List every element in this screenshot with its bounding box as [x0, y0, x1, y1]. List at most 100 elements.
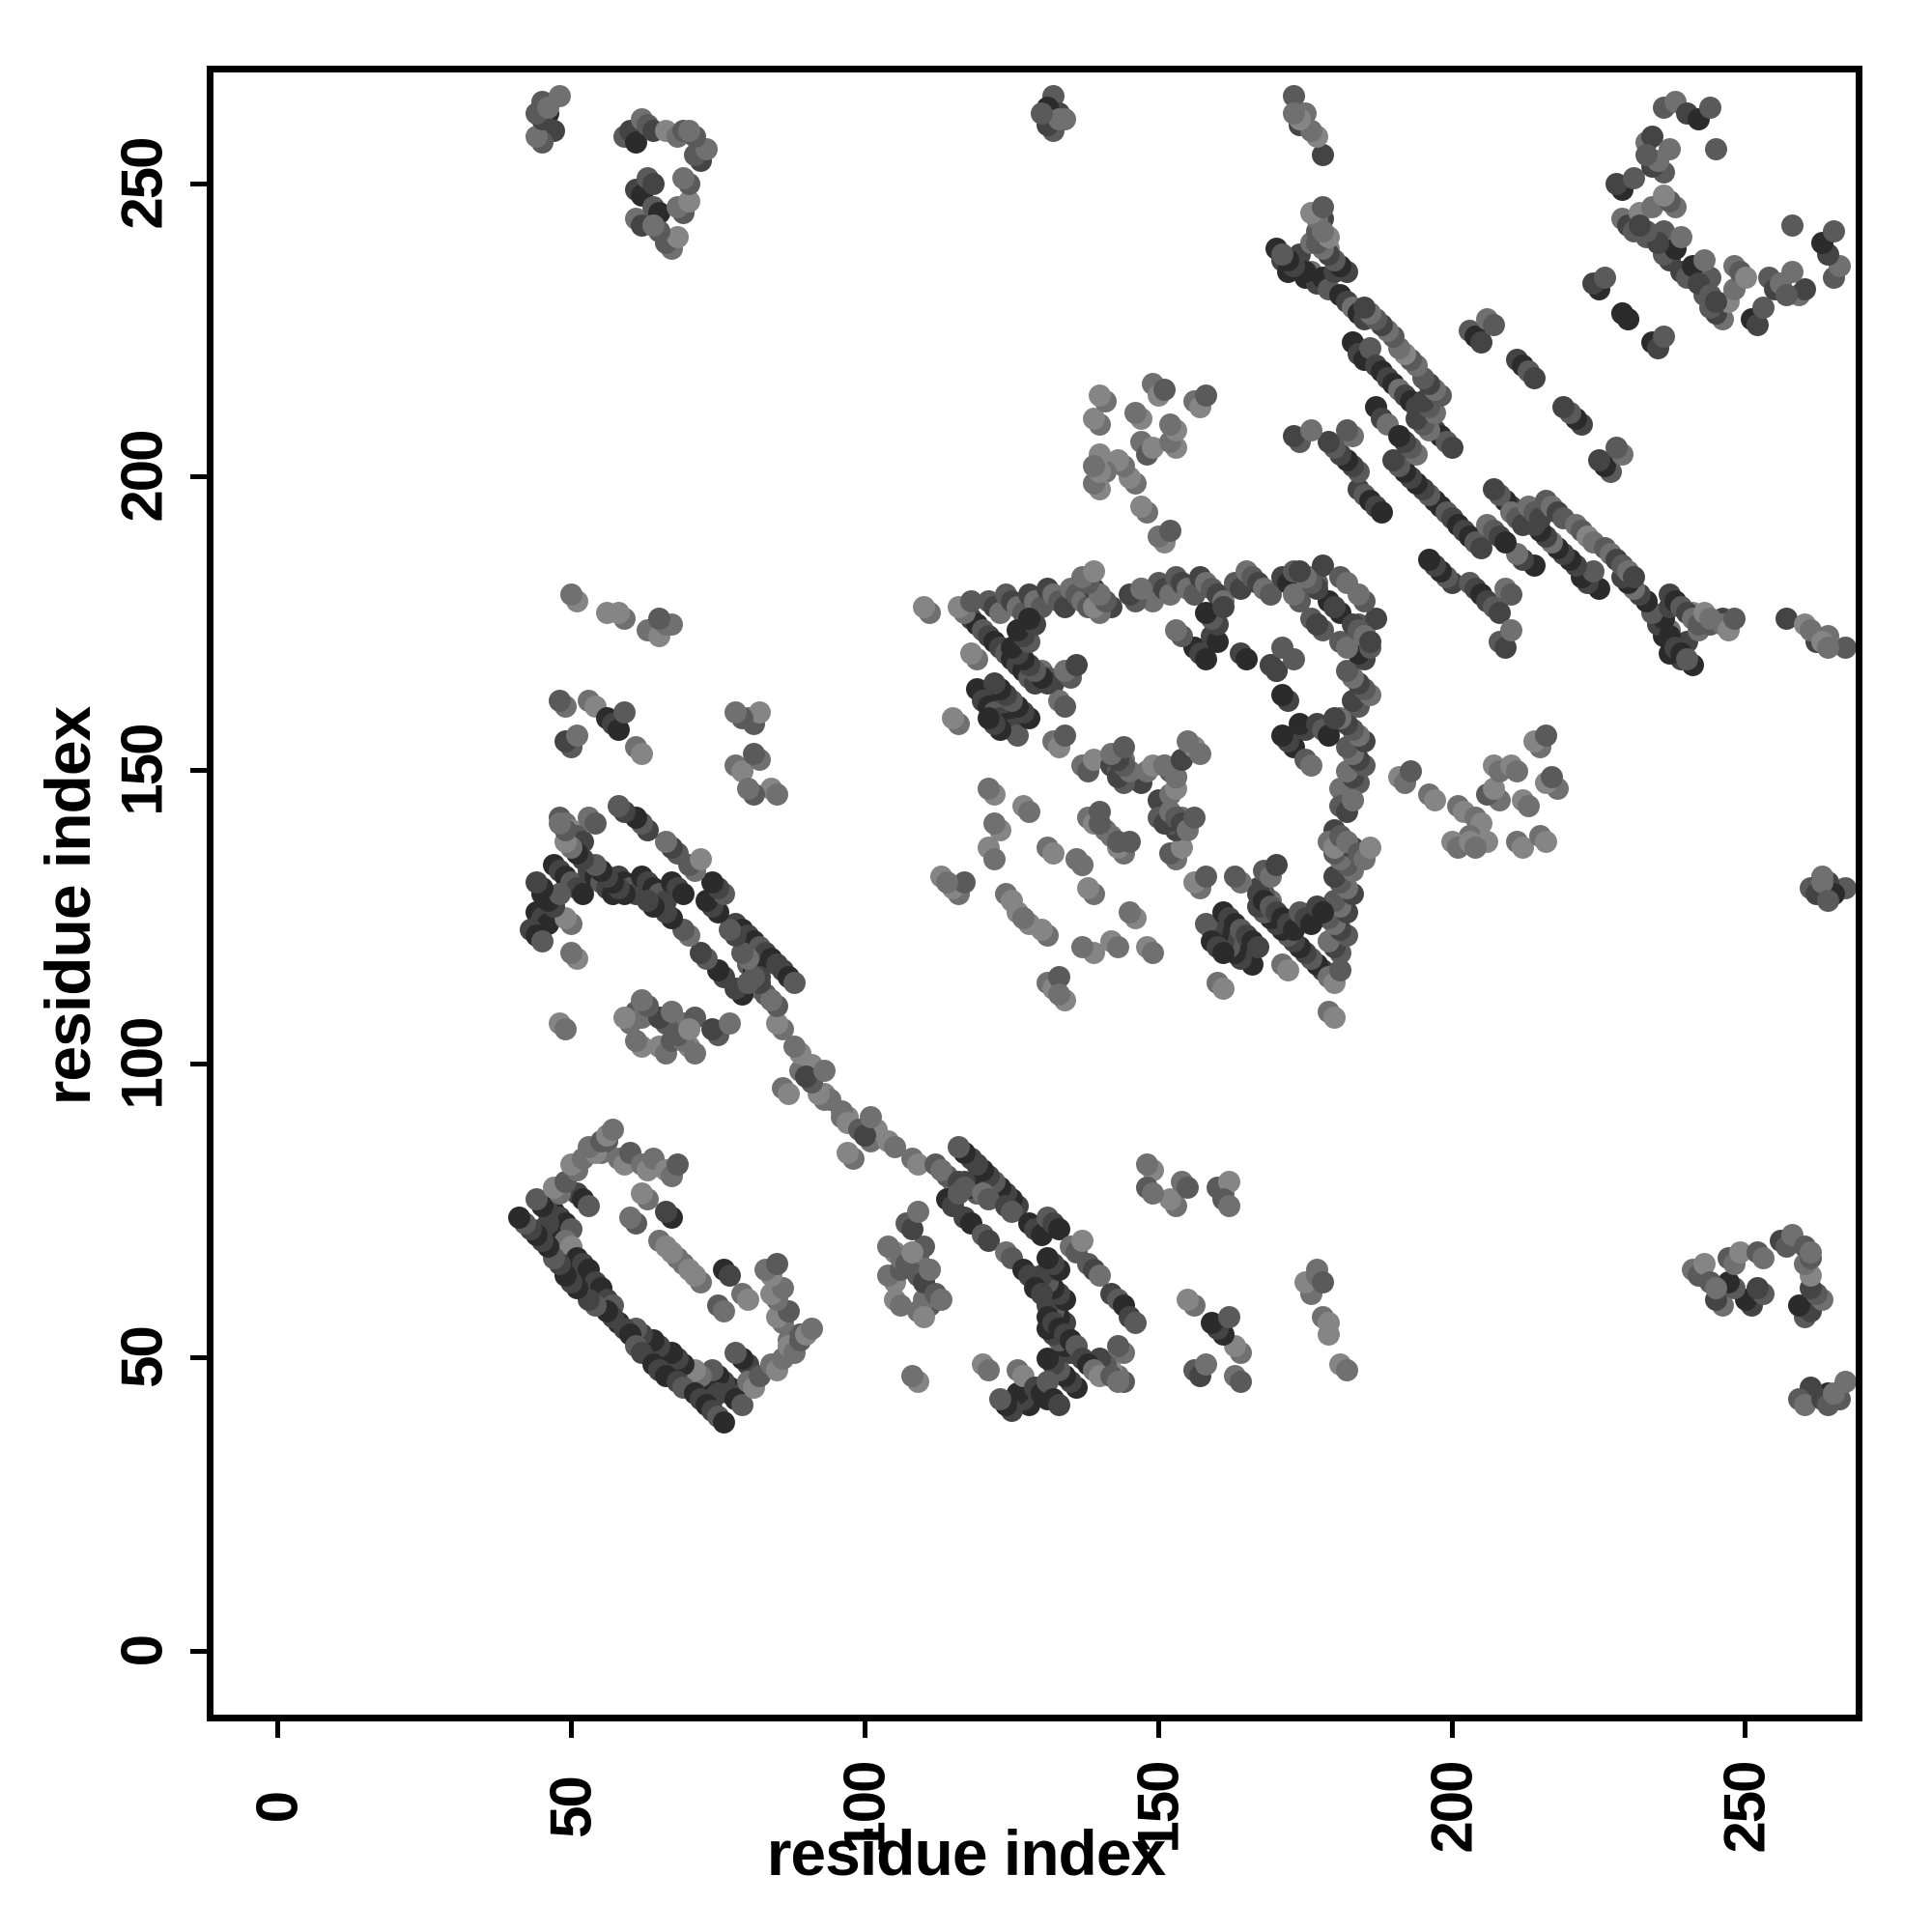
scatter-point — [1047, 108, 1070, 131]
scatter-point — [1007, 724, 1030, 748]
scatter-point — [1810, 871, 1833, 895]
scatter-point — [1177, 1288, 1200, 1311]
y-tick-label: 100 — [109, 1018, 175, 1110]
scatter-point — [1417, 548, 1440, 571]
scatter-point — [1282, 425, 1305, 448]
scatter-point — [654, 830, 677, 853]
scatter-point — [1499, 583, 1522, 607]
scatter-point — [1382, 448, 1406, 471]
scatter-point — [1200, 1312, 1223, 1335]
scatter-point — [1106, 1335, 1129, 1358]
scatter-point — [982, 671, 1006, 695]
scatter-point — [1752, 1247, 1776, 1270]
y-tick-mark — [190, 181, 207, 186]
scatter-point — [1605, 437, 1629, 460]
scatter-point — [948, 1182, 971, 1206]
scatter-point — [1335, 1358, 1358, 1381]
scatter-point — [507, 1206, 530, 1229]
scatter-point — [1505, 759, 1528, 782]
scatter-point — [1194, 384, 1217, 407]
scatter-point — [619, 1206, 642, 1229]
scatter-point — [736, 1288, 759, 1311]
scatter-point — [912, 1306, 935, 1329]
scatter-point — [1482, 313, 1505, 336]
scatter-point — [1493, 637, 1517, 660]
scatter-point — [1141, 437, 1164, 460]
scatter-point — [1259, 583, 1282, 607]
scatter-point — [1816, 889, 1839, 912]
scatter-point — [1652, 326, 1675, 348]
scatter-point — [1211, 595, 1235, 618]
scatter-point — [783, 971, 807, 994]
scatter-point — [713, 1411, 736, 1435]
scatter-point — [1194, 648, 1217, 671]
scatter-point — [1623, 166, 1646, 189]
scatter-point — [1259, 654, 1282, 677]
scatter-point — [1276, 959, 1299, 982]
scatter-point — [1605, 172, 1629, 195]
scatter-point — [1517, 795, 1540, 818]
scatter-point — [671, 166, 695, 189]
plot-frame — [207, 66, 1862, 1721]
scatter-point — [1318, 724, 1341, 748]
scatter-point — [1018, 607, 1041, 630]
scatter-point — [1106, 830, 1129, 853]
scatter-point — [1364, 607, 1387, 630]
scatter-point — [1053, 695, 1076, 718]
scatter-point — [906, 1200, 929, 1223]
scatter-point — [1693, 248, 1717, 271]
scatter-point — [1123, 1312, 1147, 1335]
scatter-point — [642, 172, 666, 195]
scatter-point — [1734, 267, 1757, 290]
scatter-point — [1264, 854, 1288, 877]
scatter-point — [1541, 765, 1564, 788]
scatter-point — [530, 930, 554, 953]
scatter-point — [1165, 618, 1188, 641]
scatter-point — [930, 1159, 953, 1182]
scatter-point — [1400, 759, 1423, 782]
scatter-point — [1587, 448, 1610, 471]
scatter-point — [1047, 965, 1070, 988]
scatter-point — [1106, 936, 1129, 959]
scatter-point — [795, 1065, 818, 1088]
scatter-point — [583, 812, 607, 836]
scatter-point — [572, 883, 595, 906]
y-tick-mark — [190, 1062, 207, 1067]
scatter-point — [1247, 936, 1270, 959]
scatter-point — [1535, 830, 1558, 853]
scatter-point — [1535, 724, 1558, 748]
scatter-point — [1623, 566, 1646, 589]
scatter-point — [1001, 1200, 1024, 1223]
scatter-point — [1282, 648, 1305, 671]
scatter-point — [1123, 402, 1147, 425]
scatter-point — [1523, 366, 1547, 389]
scatter-point — [1318, 431, 1341, 454]
scatter-point — [1552, 395, 1576, 418]
scatter-point — [1217, 1306, 1240, 1329]
scatter-point — [1388, 425, 1411, 448]
scatter-point — [1440, 437, 1463, 460]
scatter-point — [1194, 601, 1217, 624]
scatter-point — [1171, 836, 1194, 859]
scatter-point — [1823, 219, 1846, 242]
scatter-point — [1312, 1270, 1335, 1293]
scatter-point — [1194, 912, 1217, 935]
scatter-point — [1012, 906, 1036, 929]
scatter-point — [919, 1259, 942, 1282]
scatter-point — [900, 1364, 923, 1387]
scatter-point — [930, 1288, 953, 1311]
y-tick-mark — [190, 768, 207, 774]
scatter-point — [1341, 789, 1364, 812]
scatter-point — [988, 1388, 1011, 1411]
scatter-point — [554, 1018, 578, 1041]
x-axis-label: residue index — [766, 1817, 1167, 1889]
scatter-point — [671, 883, 695, 906]
scatter-point — [1106, 1370, 1129, 1393]
y-tick-label: 250 — [109, 138, 175, 230]
scatter-point — [1141, 942, 1164, 965]
y-tick-label: 50 — [109, 1327, 175, 1389]
scatter-point — [1593, 267, 1616, 290]
scatter-point — [1640, 126, 1663, 149]
scatter-point — [1747, 313, 1770, 336]
scatter-point — [1053, 724, 1076, 748]
